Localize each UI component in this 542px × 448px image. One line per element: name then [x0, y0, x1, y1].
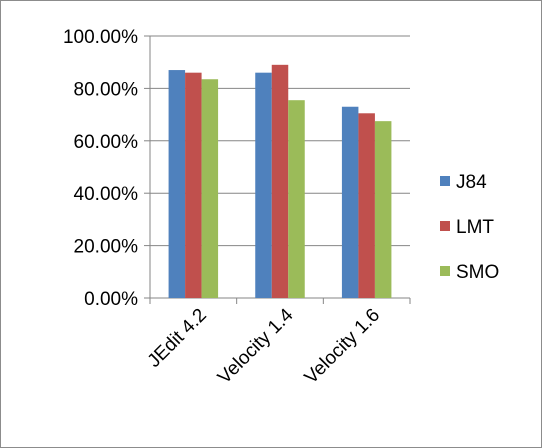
category-label: JEdit 4.2: [144, 305, 211, 372]
legend-label-lmt: LMT: [456, 217, 494, 238]
y-tick-label: 100.00%: [63, 27, 138, 48]
bar-smo-1: [288, 100, 305, 298]
y-tick-label: 0.00%: [84, 289, 138, 310]
category-label: Velocity 1.6: [301, 305, 385, 389]
bar-lmt-0: [185, 72, 202, 299]
legend-label-j84: J84: [456, 172, 487, 193]
y-tick-label: 80.00%: [74, 79, 139, 100]
legend-swatch-j84: [440, 176, 450, 186]
legend-swatch-lmt: [440, 221, 450, 231]
bar-j84-0: [168, 70, 186, 298]
y-tick-labels: 0.00% 20.00% 40.00% 60.00% 80.00% 100.00%: [63, 27, 138, 310]
legend-label-smo: SMO: [456, 262, 499, 283]
bars: [168, 64, 392, 299]
bar-smo-2: [374, 121, 392, 299]
bar-lmt-1: [271, 64, 289, 298]
legend: J84 LMT SMO: [440, 172, 499, 283]
bar-j84-2: [341, 106, 359, 299]
category-labels: JEdit 4.2 Velocity 1.4 Velocity 1.6: [144, 304, 384, 388]
legend-swatch-smo: [440, 266, 450, 276]
bar-lmt-2: [358, 113, 375, 298]
bar-j84-1: [255, 72, 272, 299]
y-tick-label: 20.00%: [74, 237, 139, 258]
bar-smo-0: [201, 79, 219, 298]
category-label: Velocity 1.4: [214, 304, 298, 388]
y-tick-label: 60.00%: [74, 132, 139, 153]
y-tick-label: 40.00%: [74, 184, 139, 205]
